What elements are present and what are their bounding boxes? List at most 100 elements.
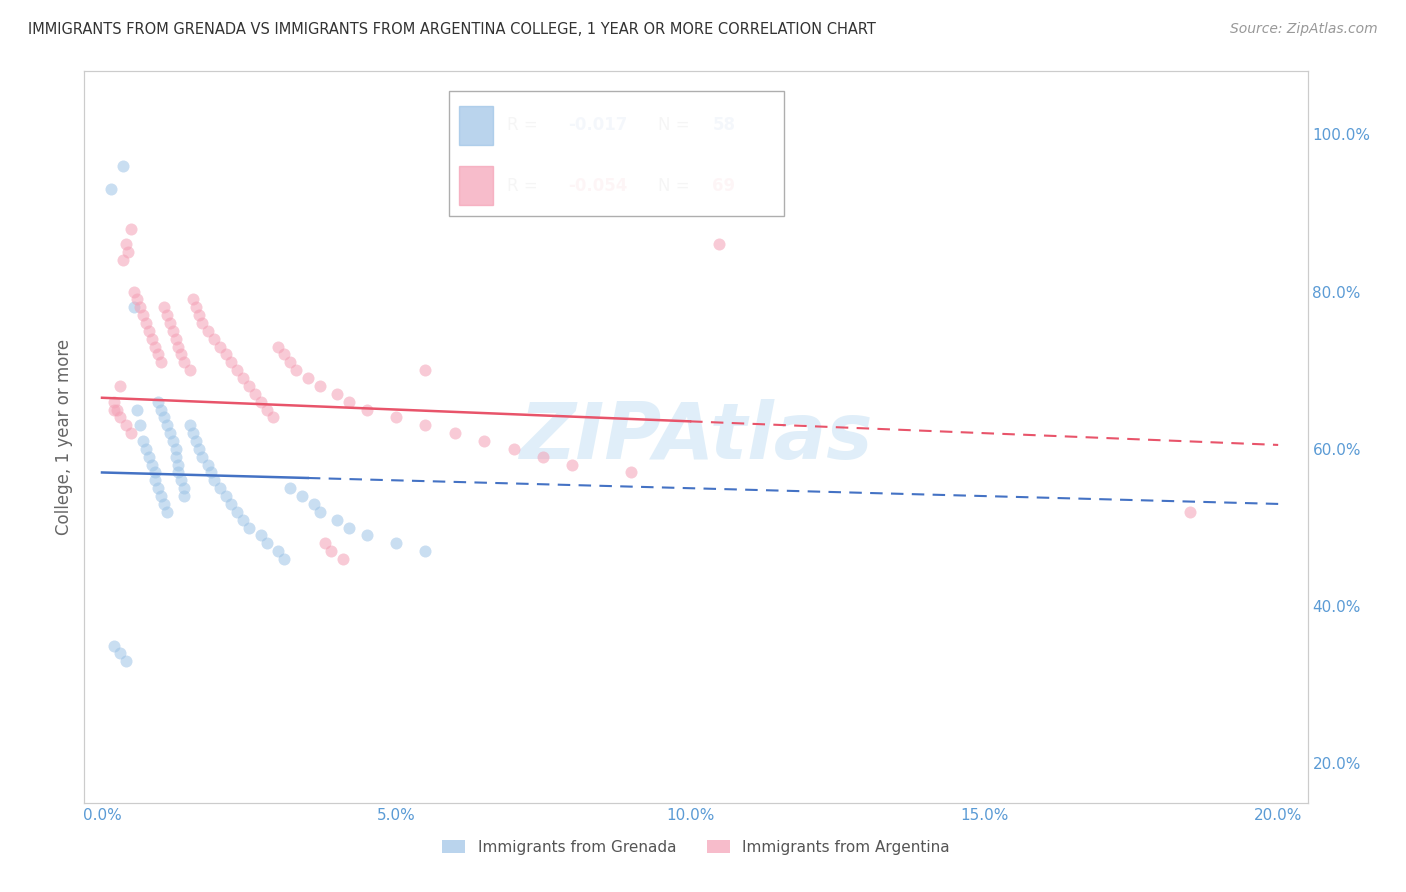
Point (143, 340, 166, 354)
Text: Source: ZipAtlas.com: Source: ZipAtlas.com (1230, 22, 1378, 37)
Point (159, 426, 181, 441)
Point (141, 332, 163, 346)
Point (197, 324, 219, 338)
Point (143, 466, 166, 480)
Point (149, 489, 172, 503)
Point (256, 536, 278, 550)
Point (156, 505, 179, 519)
Point (120, 221, 142, 235)
Point (132, 434, 155, 448)
Point (226, 505, 249, 519)
Point (202, 332, 225, 346)
Point (108, 410, 131, 425)
Point (256, 402, 278, 417)
Point (165, 450, 187, 464)
Point (117, 245, 139, 260)
Text: ZIPAtlas: ZIPAtlas (519, 399, 873, 475)
Point (709, 237, 731, 252)
Point (385, 410, 408, 425)
Point (249, 394, 271, 409)
Point (179, 418, 201, 433)
Point (444, 426, 467, 441)
Point (156, 418, 179, 433)
Point (146, 481, 169, 495)
Point (143, 473, 166, 487)
Point (103, 402, 125, 417)
Point (120, 426, 142, 441)
Point (332, 552, 354, 566)
Point (129, 301, 152, 315)
Point (561, 458, 583, 472)
Point (262, 410, 284, 425)
Point (127, 293, 149, 307)
Point (208, 340, 231, 354)
Point (152, 497, 174, 511)
Point (181, 426, 204, 441)
Y-axis label: College, 1 year or more: College, 1 year or more (55, 339, 73, 535)
Point (1178, 505, 1201, 519)
Point (138, 324, 160, 338)
Point (167, 340, 190, 354)
Point (356, 528, 378, 542)
Legend: Immigrants from Grenada, Immigrants from Argentina: Immigrants from Grenada, Immigrants from… (436, 834, 956, 861)
Point (129, 418, 152, 433)
Point (141, 458, 163, 472)
Point (197, 458, 219, 472)
Point (156, 308, 179, 322)
Point (221, 355, 243, 369)
Point (502, 442, 524, 456)
Point (173, 355, 195, 369)
Point (238, 379, 260, 393)
Point (415, 544, 437, 558)
Point (285, 363, 308, 377)
Point (188, 308, 211, 322)
Point (111, 253, 134, 268)
Point (105, 402, 128, 417)
Point (146, 394, 169, 409)
Point (152, 410, 174, 425)
Point (184, 301, 207, 315)
Point (200, 466, 222, 480)
Point (135, 316, 157, 330)
Point (162, 324, 184, 338)
Point (337, 520, 360, 534)
Point (191, 450, 214, 464)
Point (415, 363, 437, 377)
Point (170, 473, 193, 487)
Point (173, 489, 195, 503)
Point (108, 646, 131, 660)
Point (214, 347, 236, 361)
Point (267, 544, 290, 558)
Point (146, 347, 169, 361)
Point (308, 505, 330, 519)
Point (337, 394, 360, 409)
Point (208, 481, 231, 495)
Point (165, 332, 187, 346)
Point (159, 316, 181, 330)
Point (103, 639, 125, 653)
Point (273, 552, 295, 566)
Point (267, 340, 290, 354)
Point (620, 466, 643, 480)
Point (124, 285, 146, 299)
Point (170, 347, 193, 361)
Point (132, 308, 155, 322)
Point (232, 513, 254, 527)
Point (273, 347, 295, 361)
Point (214, 489, 236, 503)
Point (135, 442, 157, 456)
Point (243, 387, 266, 401)
Point (472, 434, 495, 448)
Point (162, 434, 184, 448)
Point (149, 402, 172, 417)
Point (238, 520, 260, 534)
Point (321, 544, 343, 558)
Point (415, 418, 437, 433)
Point (184, 434, 207, 448)
Point (314, 536, 336, 550)
Point (191, 316, 214, 330)
Point (149, 355, 172, 369)
Point (108, 379, 131, 393)
Point (531, 450, 554, 464)
Point (152, 301, 174, 315)
